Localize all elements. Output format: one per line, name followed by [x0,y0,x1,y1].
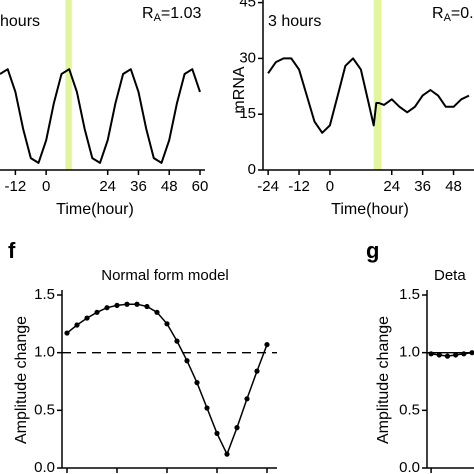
y-tick-label: 0 [248,161,256,178]
ra-rest: =0.2 [451,5,474,22]
data-point [444,353,451,359]
panel-letter: f [8,238,16,263]
annotation: 3 hours [268,13,321,30]
data-point [164,321,170,327]
data-point [194,380,200,386]
x-tick-label: 24 [99,178,116,195]
data-line [66,303,268,457]
y-tick-label: 1.0 [34,344,55,361]
annotation: hours [0,13,40,30]
y-tick-label: 15 [239,105,256,122]
data-point [74,322,80,328]
x-tick-label: 24 [383,178,400,195]
x-tick-label: 36 [414,178,431,195]
panel-title: Normal form model [101,267,229,284]
x-tick-label: -12 [5,178,27,195]
data-point [453,352,459,358]
y-tick-label: 0.0 [34,459,55,474]
highlight-band [65,0,72,170]
data-point [214,430,220,436]
data-point [84,315,90,321]
data-point [94,309,100,315]
ra-sub: A [154,12,162,24]
data-point [104,305,110,311]
data-point [436,352,442,358]
data-point [244,396,250,402]
x-tick-label: 0 [326,178,334,195]
x-tick-label: 0 [42,178,50,195]
data-point [254,368,260,374]
y-tick-label: 0.0 [399,459,420,474]
data-line [0,68,201,164]
x-tick-label: -12 [288,178,310,195]
panel-letter: g [366,238,379,263]
y-tick-label: 1.0 [399,344,420,361]
data-point [134,301,140,307]
x-tick-label: -24 [257,178,279,195]
data-line [267,57,470,134]
y-tick-label: 1.5 [34,286,55,303]
y-tick-label: 0.5 [34,401,55,418]
panel: -24 -12 0 24 36 48 0 15 30 45 Time(hour) mRNA 3 hour… [231,0,474,218]
panel-title: Deta [434,267,466,284]
y-tick-label: 0.5 [399,401,420,418]
ra-label: RA=1.03 [142,5,201,24]
data-point [224,451,230,457]
y-tick-label: 1.5 [399,286,420,303]
data-point [184,358,190,364]
highlight-band [373,0,382,170]
ra-r: R [142,5,154,22]
y-tick-label: 45 [239,0,256,11]
ra-rest: =1.03 [161,5,202,22]
data-point [264,341,270,348]
x-tick-label: 48 [161,178,178,195]
data-point [174,338,180,344]
data-point [64,330,70,336]
x-axis-label: Time(hour) [56,201,134,218]
data-point [204,405,210,411]
data-point [461,351,467,357]
panel: -12 0 24 36 48 60 Time(hour) hours RA=1.03 [0,0,208,218]
data-point [428,351,434,357]
panel: 0.0 0.5 1.0 1.5 Amplitude change Deta [375,267,474,474]
data-point [114,302,120,308]
ra-label: RA=0.2 [432,5,474,24]
x-axis-label: Time(hour) [331,201,409,218]
x-tick-label: 36 [130,178,147,195]
data-point [124,301,130,307]
x-tick-label: 48 [445,178,462,195]
data-point [144,303,150,310]
y-axis-label: Amplitude change [13,316,30,444]
y-axis-label: Amplitude change [375,316,392,444]
ra-r: R [432,5,444,22]
y-tick-label: 30 [239,49,256,66]
data-point [234,425,240,431]
ra-sub: A [444,12,452,24]
data-point [469,350,474,356]
y-axis-label: mRNA [231,66,248,113]
data-point [154,309,160,315]
x-tick-label: 60 [192,178,209,195]
